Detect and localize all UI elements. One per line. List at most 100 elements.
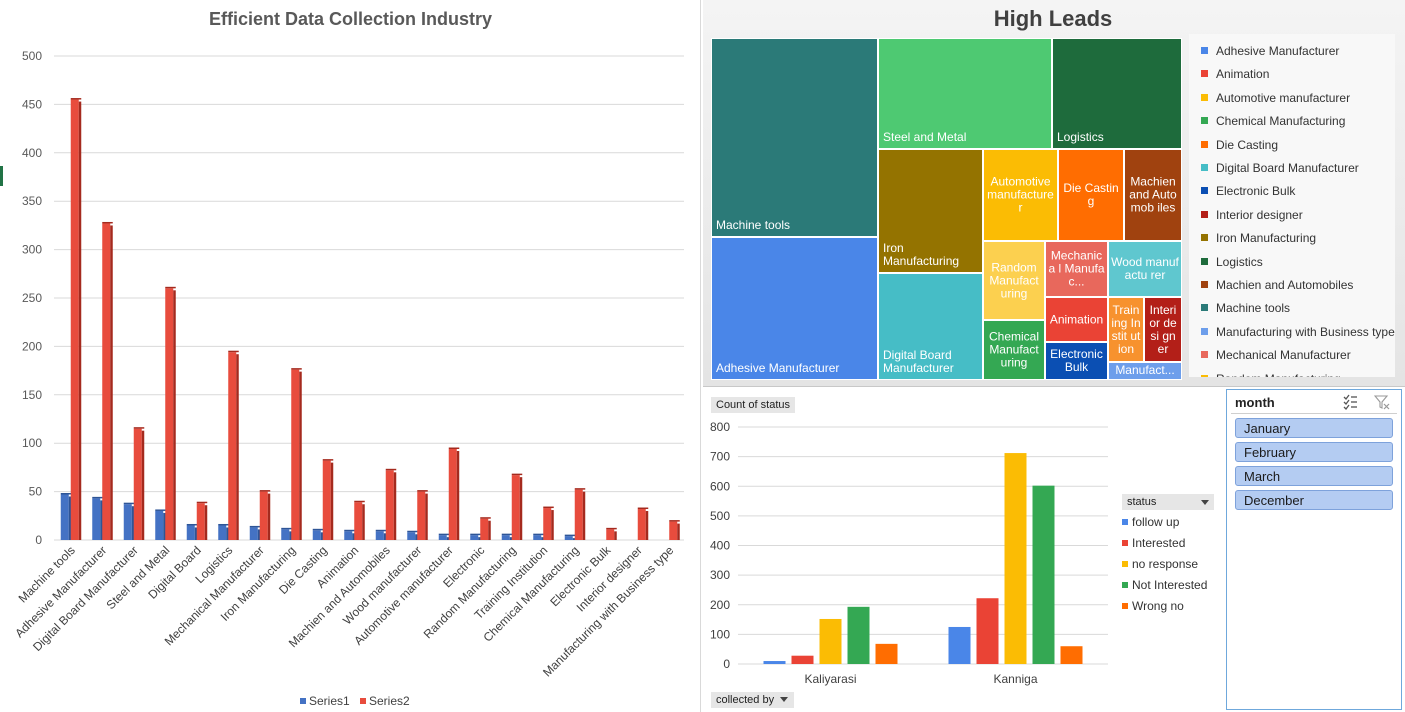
clear-filter-icon[interactable]	[1374, 394, 1390, 410]
bar-series1[interactable]	[407, 532, 416, 540]
bar-series2[interactable]	[196, 503, 205, 540]
bar-wrong-no[interactable]	[1060, 646, 1083, 664]
bar-series1[interactable]	[438, 535, 447, 540]
bar-no-response[interactable]	[819, 618, 842, 664]
industry-bar-chart[interactable]: Efficient Data Collection Industry 0 50 10…	[0, 0, 701, 712]
treemap-tile[interactable]: Animation	[1045, 297, 1108, 342]
slicer-item-december[interactable]: December	[1235, 490, 1393, 510]
legend-label: Digital Board Manufacturer	[1216, 161, 1359, 175]
bar-series1[interactable]	[533, 535, 542, 540]
legend-swatch	[1201, 210, 1208, 218]
bar-cap	[218, 523, 229, 526]
slicer-item-march[interactable]: March	[1235, 466, 1393, 486]
bar-cap	[385, 468, 397, 471]
bar-side	[267, 493, 271, 540]
bar-series1[interactable]	[501, 535, 510, 540]
bar-series2[interactable]	[322, 460, 331, 540]
bar-series2[interactable]	[102, 223, 111, 541]
bar-not-interested[interactable]	[847, 606, 870, 664]
bar-series1[interactable]	[312, 530, 321, 540]
bar-series2[interactable]	[511, 475, 520, 540]
legend-swatch	[360, 698, 366, 704]
treemap-tile[interactable]: Train ing Instit ution	[1108, 297, 1144, 362]
bar-series2[interactable]	[385, 470, 394, 540]
treemap-tile[interactable]: Mechanica l Manufac...	[1045, 241, 1108, 297]
treemap-tile[interactable]: Logistics	[1052, 38, 1182, 149]
treemap-tile[interactable]: Chemical Manufact uring	[983, 320, 1045, 380]
treemap-tile[interactable]: Automotive manufacture r	[983, 149, 1058, 241]
treemap-tile[interactable]: Manufact...	[1108, 362, 1182, 380]
status-legend-item[interactable]: Not Interested	[1122, 578, 1218, 599]
treemap-tile[interactable]: Machien and Automob iles	[1124, 149, 1182, 241]
bar-series2[interactable]	[448, 449, 457, 540]
bar-series1[interactable]	[123, 504, 132, 540]
legend-field-button[interactable]: status	[1122, 494, 1214, 510]
treemap-tile-label: Digital Board Manufacturer	[883, 348, 954, 375]
bar-series2[interactable]	[354, 502, 363, 540]
axis-field-button[interactable]: collected by	[711, 692, 795, 708]
multi-select-icon[interactable]	[1342, 394, 1358, 410]
bar-side	[677, 523, 680, 540]
treemap-legend-item: Logistics	[1201, 255, 1263, 269]
status-legend-item[interactable]: Wrong no	[1122, 599, 1218, 620]
status-legend-item[interactable]: no response	[1122, 557, 1218, 578]
treemap-tile[interactable]: Adhesive Manufacturer	[711, 237, 878, 380]
high-leads-treemap[interactable]: High Leads Machine tools Adhesive Manufac…	[703, 0, 1405, 387]
bar-series2[interactable]	[669, 521, 678, 540]
bar-series1[interactable]	[218, 525, 227, 540]
treemap-tile[interactable]: Wood manufactu rer	[1108, 241, 1182, 297]
bar-series2[interactable]	[165, 288, 174, 540]
bar-series1[interactable]	[281, 529, 290, 540]
bar-follow-up[interactable]	[763, 661, 786, 664]
bar-series2[interactable]	[543, 508, 552, 540]
legend-swatch	[1201, 374, 1208, 377]
bar-series2[interactable]	[228, 352, 237, 540]
bar-series2[interactable]	[480, 518, 489, 540]
bar-series1[interactable]	[564, 536, 573, 540]
legend-label: Logistics	[1216, 254, 1263, 269]
bar-cap	[344, 529, 355, 532]
bar-series2[interactable]	[574, 489, 583, 540]
bar-wrong-no[interactable]	[875, 643, 898, 664]
bar-series1[interactable]	[344, 531, 353, 540]
treemap-tile[interactable]: Machine tools	[711, 38, 878, 237]
bar-series1[interactable]	[155, 510, 164, 540]
treemap-tile[interactable]: Steel and Metal	[878, 38, 1052, 149]
bar-side	[509, 537, 513, 540]
bar-interested[interactable]	[791, 655, 814, 664]
bar-side	[163, 512, 166, 540]
bar-series1[interactable]	[375, 531, 384, 540]
bar-interested[interactable]	[976, 598, 999, 664]
bar-series2[interactable]	[259, 491, 268, 540]
y-tick-label: 500	[22, 49, 42, 63]
slicer-item-january[interactable]: January	[1235, 418, 1393, 438]
bar-series1[interactable]	[60, 494, 69, 540]
bar-series2[interactable]	[70, 99, 79, 540]
status-legend-item[interactable]: follow up	[1122, 515, 1218, 536]
bar-no-response[interactable]	[1004, 453, 1027, 664]
status-legend-item[interactable]: Interested	[1122, 536, 1218, 557]
bar-series2[interactable]	[606, 529, 615, 540]
treemap-tile[interactable]: Die Casting	[1058, 149, 1124, 241]
legend-label: Interested	[1132, 536, 1186, 550]
slicer-item-february[interactable]: February	[1235, 442, 1393, 462]
treemap-tile[interactable]: Random Manufact uring	[983, 241, 1045, 320]
treemap-tile[interactable]: Iron Manufacturing	[878, 149, 983, 273]
bar-series2[interactable]	[291, 369, 300, 540]
bar-follow-up[interactable]	[948, 626, 971, 664]
bar-series2[interactable]	[637, 509, 646, 540]
legend-swatch	[1201, 257, 1208, 265]
value-field-button[interactable]: Count of status	[711, 397, 795, 413]
treemap-tile[interactable]: Interi or desi gner	[1144, 297, 1182, 362]
bar-series1[interactable]	[186, 525, 195, 540]
bar-series1[interactable]	[470, 535, 479, 540]
bar-series2[interactable]	[417, 491, 426, 540]
bar-series1[interactable]	[249, 527, 258, 540]
treemap-tile[interactable]: Electronic Bulk	[1045, 342, 1108, 380]
bar-series2[interactable]	[133, 428, 142, 540]
bar-not-interested[interactable]	[1032, 485, 1055, 664]
legend-swatch	[1201, 281, 1208, 288]
bar-series1[interactable]	[92, 498, 101, 540]
status-pivot-chart[interactable]: 0 100 200 300 400 500 600 700 800 Kaliyarasi Kanni…	[703, 389, 1223, 712]
treemap-tile[interactable]: Digital Board Manufacturer	[878, 273, 983, 380]
